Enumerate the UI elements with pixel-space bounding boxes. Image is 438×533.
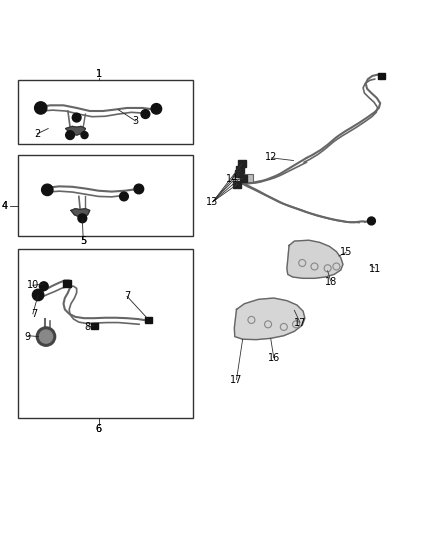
Bar xyxy=(91,322,98,329)
Text: 3: 3 xyxy=(133,116,139,126)
Bar xyxy=(235,170,243,177)
Circle shape xyxy=(39,282,48,290)
Text: 2: 2 xyxy=(34,129,40,139)
Circle shape xyxy=(32,289,44,301)
Text: 12: 12 xyxy=(265,152,277,162)
Text: 1: 1 xyxy=(95,69,102,79)
Text: 16: 16 xyxy=(268,353,280,364)
Text: 18: 18 xyxy=(325,277,338,287)
Circle shape xyxy=(120,192,128,201)
Bar xyxy=(233,181,241,188)
Text: 1: 1 xyxy=(95,69,102,79)
Text: 4: 4 xyxy=(1,201,7,211)
Circle shape xyxy=(134,184,144,194)
Circle shape xyxy=(151,103,162,114)
Circle shape xyxy=(42,184,53,196)
Text: 7: 7 xyxy=(124,291,130,301)
Text: 10: 10 xyxy=(27,280,39,290)
Circle shape xyxy=(367,217,375,225)
Text: 4: 4 xyxy=(1,201,7,211)
Text: 9: 9 xyxy=(25,332,31,342)
Bar xyxy=(18,80,193,144)
Circle shape xyxy=(66,131,74,140)
Bar xyxy=(240,175,247,182)
Text: 7: 7 xyxy=(31,309,37,319)
Circle shape xyxy=(36,327,56,346)
Circle shape xyxy=(35,102,47,114)
Text: 5: 5 xyxy=(80,236,86,246)
Bar xyxy=(63,280,71,287)
Text: 11: 11 xyxy=(369,264,381,273)
Bar xyxy=(145,317,152,323)
Text: 6: 6 xyxy=(95,424,102,433)
Text: 6: 6 xyxy=(95,424,102,434)
Polygon shape xyxy=(66,126,85,135)
Polygon shape xyxy=(71,209,90,217)
Bar xyxy=(18,155,193,236)
Text: 15: 15 xyxy=(340,247,352,257)
Text: 17: 17 xyxy=(294,318,306,328)
Text: 17: 17 xyxy=(230,375,243,385)
FancyBboxPatch shape xyxy=(241,174,253,182)
Bar xyxy=(378,73,385,79)
Circle shape xyxy=(81,132,88,139)
Text: 5: 5 xyxy=(80,236,86,246)
Circle shape xyxy=(72,113,81,122)
Text: 13: 13 xyxy=(206,197,218,207)
Text: 8: 8 xyxy=(85,322,91,332)
Bar xyxy=(18,249,193,418)
Circle shape xyxy=(78,214,87,223)
Polygon shape xyxy=(234,298,305,340)
Bar xyxy=(238,160,246,167)
Bar xyxy=(236,166,244,173)
Circle shape xyxy=(39,330,53,343)
Circle shape xyxy=(141,110,150,118)
Text: 14: 14 xyxy=(226,174,238,184)
Polygon shape xyxy=(287,240,343,278)
